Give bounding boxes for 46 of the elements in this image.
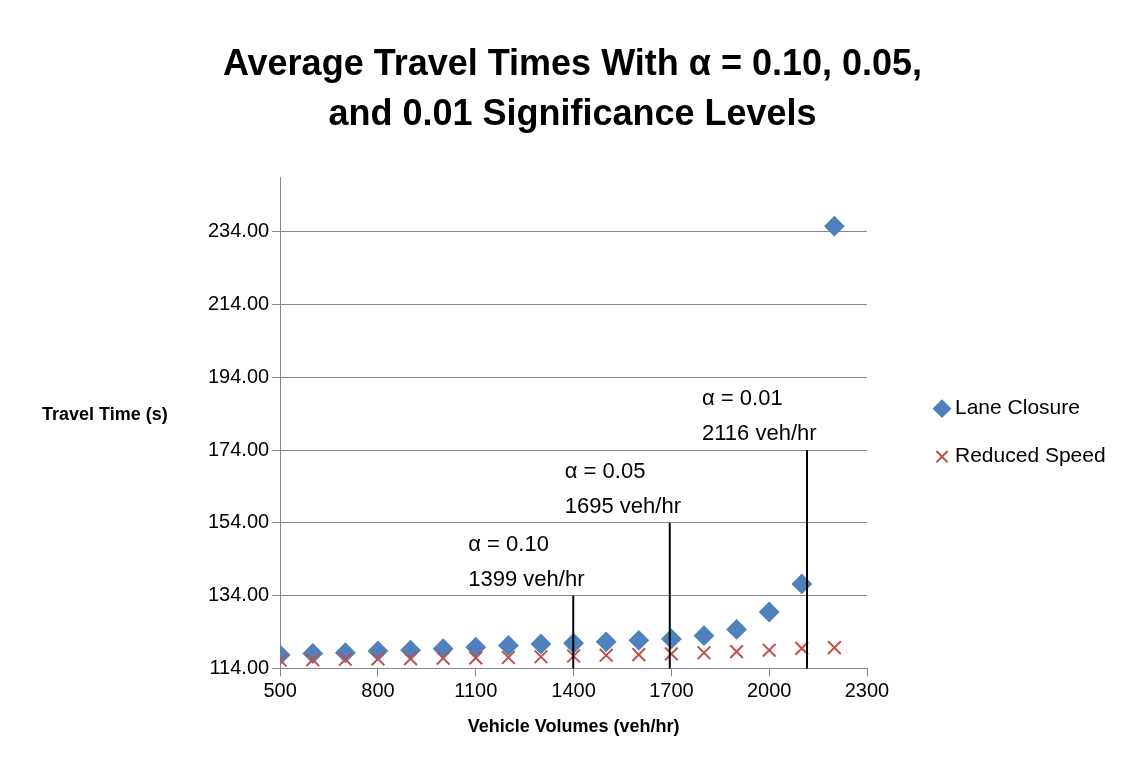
x-tick-label: 2000 [746,678,792,701]
point [501,650,516,665]
point [729,644,744,660]
point [827,640,842,656]
legend-label: Reduced Speed [955,443,1106,467]
point [530,634,551,655]
point [533,649,549,665]
ref-line-label: α = 0.05 1695 veh/hr [564,457,681,518]
point [596,631,617,652]
chart-title: Average Travel Times With α = 0.10, 0.05, and 0.01 Significance Levels [221,41,924,135]
y-tick-label: 154.00 [208,510,270,533]
point [759,601,780,622]
point [693,625,714,646]
point [498,635,519,656]
x-tick-label: 1100 [454,678,498,701]
point [824,216,845,237]
y-tick-label: 134.00 [208,583,270,606]
y-tick-label: 194.00 [208,364,270,387]
y-tick-label: 114.00 [209,655,270,678]
x-axis-title: Vehicle Volumes (veh/hr) [467,716,680,737]
point [791,573,812,594]
point [726,619,747,640]
x-tick-label: 1400 [551,678,596,701]
point [696,645,712,661]
point [468,650,484,666]
x-tick-label: 1700 [649,678,694,701]
x-tick-label: 500 [263,678,297,701]
point [794,641,810,656]
ref-line-label: α = 0.01 2116 veh/hr [702,385,817,446]
legend-label: Lane Closure [955,395,1080,419]
point [465,637,486,658]
point [761,642,777,658]
y-tick-label: 174.00 [208,437,270,460]
x-tick-label: 800 [361,678,395,701]
ref-line-label: α = 0.10 1399 veh/hr [468,530,585,591]
x-tick-label: 2300 [844,678,890,701]
point [403,651,418,666]
point [566,648,581,664]
point [435,650,451,666]
point [664,646,679,662]
point [598,647,614,663]
y-tick-label: 234.00 [208,219,270,242]
point [628,630,649,651]
y-tick-label: 214.00 [208,291,270,314]
y-axis-title: Travel Time (s) [42,403,168,424]
point [631,647,647,662]
